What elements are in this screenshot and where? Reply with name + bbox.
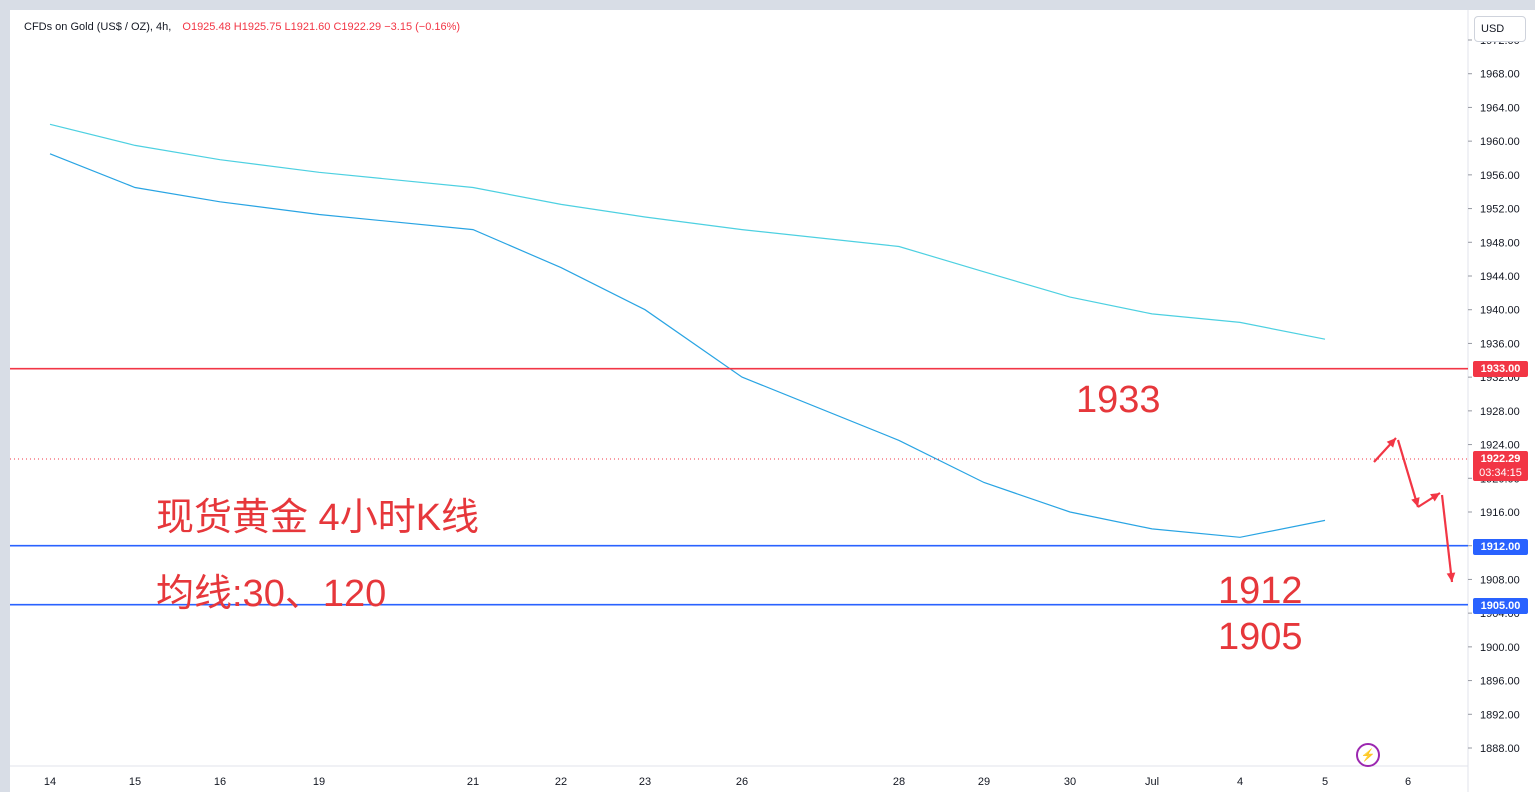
price-tick-label: 1964.00	[1480, 102, 1520, 114]
ma120-line	[49, 123, 1326, 340]
chart-title-annotation: 现货黄金 4小时K线	[156, 497, 480, 539]
symbol-label: CFDs on Gold (US$ / OZ), 4h,	[24, 21, 172, 33]
price-tick-label: 1896.00	[1480, 676, 1520, 688]
ma30-line	[49, 153, 1326, 538]
price-tick-label: 1888.00	[1480, 743, 1520, 755]
time-tick-label: 26	[736, 776, 748, 788]
time-tick-label: 4	[1237, 776, 1243, 788]
price-tick-label: 1908.00	[1480, 574, 1520, 586]
chart-svg[interactable]: 1888.001892.001896.001900.001904.001908.…	[10, 10, 1535, 792]
forecast-arrow-1-head	[1386, 438, 1396, 448]
price-tick-label: 1944.00	[1480, 271, 1520, 283]
time-tick-label: 19	[313, 776, 325, 788]
forecast-arrow-4-head	[1446, 572, 1456, 582]
lightning-icon[interactable]: ⚡	[1356, 743, 1380, 767]
last-price-tag: 1922.29 03:34:15	[1473, 451, 1528, 481]
price-tick-label: 1900.00	[1480, 642, 1520, 654]
price-tick-label: 1960.00	[1480, 136, 1520, 148]
ma-note-annotation: 均线:30、120	[156, 573, 387, 615]
time-tick-label: 23	[639, 776, 651, 788]
level-1905-annotation: 1905	[1218, 616, 1303, 658]
time-tick-label: 28	[893, 776, 905, 788]
price-tick-label: 1916.00	[1480, 507, 1520, 519]
price-tick-label: 1892.00	[1480, 709, 1520, 721]
time-tick-label: 15	[129, 776, 141, 788]
chart-legend: CFDs on Gold (US$ / OZ), 4h, O1925.48 H1…	[24, 20, 460, 34]
price-tick-label: 1952.00	[1480, 204, 1520, 216]
forecast-arrow-2	[1396, 439, 1420, 508]
ohlc-values: O1925.48 H1925.75 L1921.60 C1922.29 −3.1…	[182, 21, 461, 33]
time-tick-label: 5	[1322, 776, 1328, 788]
chart-frame[interactable]: 1888.00 1892.00 1896.00 1900.00 1904.00 1908.…	[10, 10, 1535, 792]
bar-countdown: 03:34:15	[1479, 467, 1522, 479]
price-tick-label: 1968.00	[1480, 69, 1520, 81]
price-tick-label: 1924.00	[1480, 440, 1520, 452]
price-tick-label: 1948.00	[1480, 237, 1520, 249]
forecast-arrow-2-head	[1411, 497, 1420, 507]
level-1933-annotation: 1933	[1076, 379, 1161, 421]
price-tag-1933: 1933.00	[1473, 361, 1528, 377]
time-tick-label: 14	[44, 776, 56, 788]
level-1912-annotation: 1912	[1218, 570, 1303, 612]
time-tick-label: 22	[555, 776, 567, 788]
price-tag-1912: 1912.00	[1473, 539, 1528, 555]
forecast-arrow-3-head	[1430, 493, 1440, 502]
time-tick-label: 30	[1064, 776, 1076, 788]
price-tick-label: 1940.00	[1480, 305, 1520, 317]
price-tick-label: 1936.00	[1480, 338, 1520, 350]
last-price-value: 1922.29	[1480, 453, 1521, 465]
currency-button[interactable]: USD	[1474, 16, 1526, 42]
time-tick-label: 6	[1405, 776, 1411, 788]
time-tick-label: 29	[978, 776, 990, 788]
time-tick-label: Jul	[1145, 776, 1159, 788]
time-tick-label: 16	[214, 776, 226, 788]
price-tag-1905: 1905.00	[1473, 598, 1528, 614]
time-tick-label: 21	[467, 776, 479, 788]
forecast-arrow-4	[1440, 494, 1454, 583]
price-tick-label: 1956.00	[1480, 170, 1520, 182]
price-tick-label: 1928.00	[1480, 406, 1520, 418]
